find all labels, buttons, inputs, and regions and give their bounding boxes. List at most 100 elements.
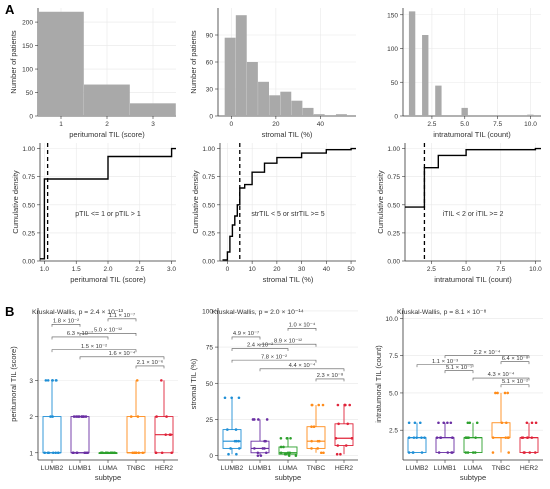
histogram-bar [335, 114, 347, 116]
y-tick-label: 150 [387, 12, 398, 19]
data-point [316, 447, 320, 450]
comparison-p-value: 4.3 × 10⁻⁴ [488, 371, 515, 378]
data-point [335, 452, 339, 456]
boxplot-intratumoral: 2.5 5.0 7.5 10.0 LUMB2 LUMB1 LUMA TNBC HER2 subty… [374, 308, 543, 482]
box [519, 437, 539, 453]
data-point [439, 436, 442, 439]
panel-label-a: A [5, 2, 15, 17]
kruskal-wallis-label: Kruskal-Wallis, p = 2.4 × 10⁻¹³ [32, 309, 124, 316]
y-tick-label: 100 [202, 308, 213, 315]
comparison-bracket [231, 348, 289, 352]
histogram-bar [280, 91, 292, 116]
comparison-bracket [259, 368, 345, 372]
x-tick-label: LUMB1 [434, 465, 457, 472]
y-tick-label: 60 [206, 60, 214, 67]
data-point [474, 436, 477, 439]
y-tick-label: 7.5 [389, 353, 398, 360]
data-point [235, 452, 238, 456]
data-point [437, 451, 441, 454]
x-tick-label: 50 [347, 266, 355, 273]
data-point [420, 451, 424, 454]
data-point [135, 379, 139, 382]
y-tick-label: 30 [206, 87, 214, 94]
x-axis-title: stromal TIL (%) [263, 275, 314, 284]
data-point [505, 421, 508, 425]
y-axis-title: stromal TIL (%) [189, 358, 198, 409]
x-axis-title: intratumoral TIL (count) [434, 275, 512, 284]
y-axis-title: Number of patients [9, 30, 18, 94]
data-point [507, 451, 510, 454]
data-point [337, 422, 340, 426]
box [491, 422, 511, 439]
cdf-step-line [40, 147, 176, 260]
data-point [339, 452, 342, 456]
x-tick-label: 2.5 [135, 266, 144, 273]
box [126, 416, 146, 454]
data-point [423, 436, 426, 439]
cdf-step-line [405, 147, 541, 208]
data-point [279, 436, 283, 440]
comparison-bracket [107, 318, 137, 322]
data-point [530, 421, 534, 425]
comparison-bracket [51, 349, 137, 353]
data-point [520, 436, 524, 439]
data-point [504, 436, 508, 439]
x-tick-label: 2 [105, 121, 109, 128]
comparison-bracket [444, 370, 474, 374]
y-tick-label: 3 [29, 378, 33, 385]
data-point [319, 451, 323, 455]
data-point [420, 436, 423, 439]
data-point [464, 451, 468, 454]
data-point [55, 379, 58, 382]
x-tick-label: 20 [273, 266, 281, 273]
box [250, 440, 270, 454]
data-point [500, 421, 504, 425]
y-tick-label: 25 [206, 417, 214, 424]
data-point [54, 451, 58, 455]
histogram-bar [258, 81, 269, 116]
data-point [321, 403, 325, 407]
y-axis-title: intratumoral TIL (count) [374, 345, 383, 423]
box [42, 416, 62, 454]
y-tick-label: 0.50 [387, 202, 400, 209]
y-tick-label: 0 [29, 114, 33, 121]
data-point [312, 425, 316, 429]
y-tick-label: 1.00 [387, 146, 400, 153]
y-tick-label: 10.0 [385, 316, 398, 323]
x-tick-label: TNBC [492, 465, 511, 472]
x-tick-label: HER2 [520, 465, 538, 472]
data-point [263, 439, 266, 443]
y-tick-label: 0.00 [202, 259, 215, 266]
x-axis-title: peritumoral TIL (score) [69, 130, 145, 139]
data-point [437, 421, 440, 425]
data-point [316, 439, 320, 443]
x-tick-label: HER2 [335, 465, 353, 472]
y-tick-label: 75 [206, 345, 214, 352]
x-axis-title: subtype [95, 473, 121, 482]
x-axis-title: subtype [275, 473, 301, 482]
x-tick-label: 0 [230, 121, 234, 128]
data-point [251, 418, 255, 421]
comparison-p-value: 2.3 × 10⁻⁸ [317, 372, 344, 379]
data-point [169, 433, 173, 436]
data-point [235, 439, 238, 443]
data-point [137, 451, 141, 455]
comparison-p-value: 6.4 × 10⁻⁸ [502, 355, 529, 362]
data-point [43, 451, 47, 455]
box [435, 437, 455, 453]
data-point [412, 436, 416, 439]
x-tick-label: 10.0 [524, 121, 537, 128]
kruskal-wallis-label: Kruskal-Wallis, p = 8.1 × 10⁻⁸ [397, 309, 486, 316]
x-tick-label: 10.0 [529, 266, 542, 273]
comparison-p-value: 8.9 × 10⁻¹² [274, 338, 302, 344]
x-tick-label: LUMA [464, 465, 483, 472]
cutoff-annotation: iTIL < 2 or iTIL >= 2 [443, 211, 504, 218]
comparison-p-value: 1.0 × 10⁻⁴ [289, 321, 316, 328]
comparison-bracket [472, 377, 530, 381]
data-point [336, 403, 340, 407]
data-point [51, 379, 54, 382]
data-point [503, 391, 507, 395]
y-tick-label: 200 [22, 20, 33, 27]
data-point [451, 436, 454, 439]
